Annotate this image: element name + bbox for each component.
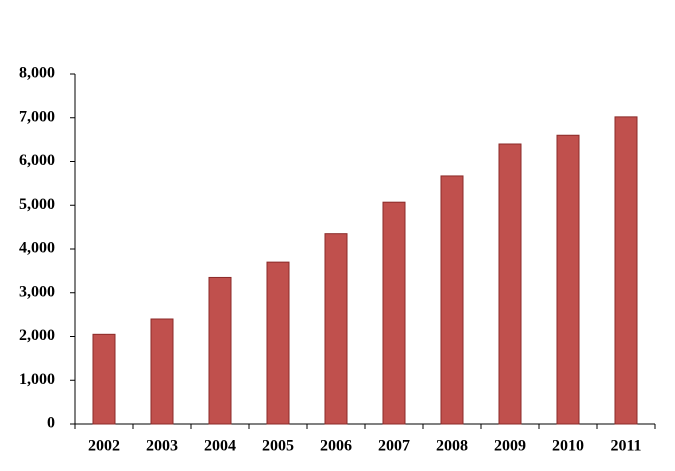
y-tick-label: 1,000 (19, 371, 55, 388)
bar (498, 143, 522, 425)
x-tick-label: 2002 (88, 438, 120, 455)
y-tick-label: 4,000 (19, 240, 55, 257)
x-tick-label: 2004 (204, 438, 236, 455)
bar (614, 116, 638, 425)
y-tick-label: 3,000 (19, 283, 55, 300)
x-tick-label: 2010 (552, 438, 584, 455)
y-tick-label: 7,000 (19, 108, 55, 125)
bar (440, 175, 464, 425)
bar (92, 333, 116, 425)
bar (150, 318, 174, 425)
bar (556, 134, 580, 425)
bar (266, 261, 290, 425)
bar (382, 201, 406, 425)
y-tick-label: 0 (47, 415, 55, 432)
x-tick-label: 2005 (262, 438, 294, 455)
y-tick-label: 5,000 (19, 196, 55, 213)
bar (324, 233, 348, 425)
bar (208, 276, 232, 425)
x-tick-label: 2009 (494, 438, 526, 455)
x-tick-label: 2008 (436, 438, 468, 455)
x-tick-label: 2011 (610, 438, 641, 455)
y-tick-label: 8,000 (19, 65, 55, 82)
y-tick-label: 6,000 (19, 152, 55, 169)
x-tick-label: 2007 (378, 438, 410, 455)
y-tick-label: 2,000 (19, 327, 55, 344)
x-tick-label: 2003 (146, 438, 178, 455)
x-tick-label: 2006 (320, 438, 352, 455)
